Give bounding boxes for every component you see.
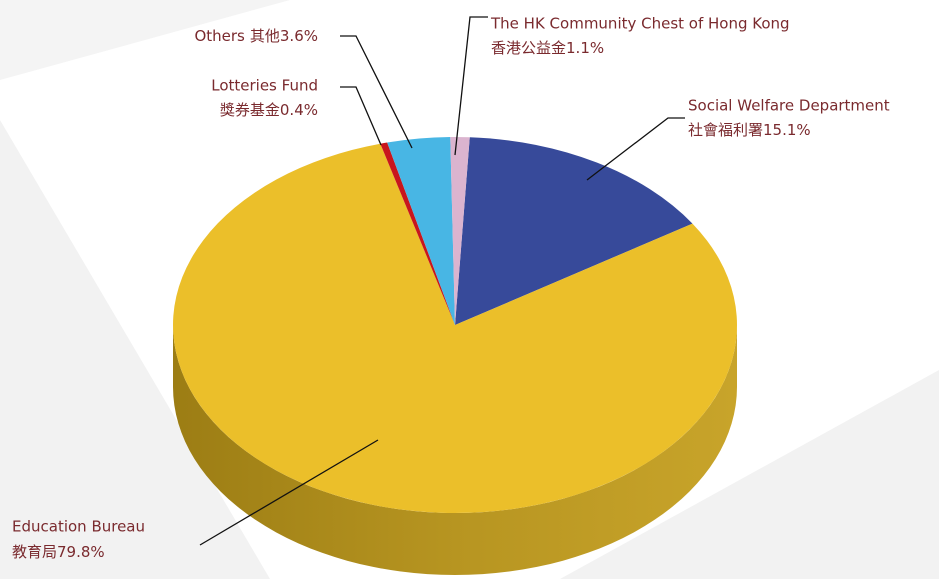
category-name-zh: 教育局 — [12, 543, 57, 561]
slice-label: Others 其他3.6% — [194, 27, 318, 45]
pie-slice — [380, 142, 455, 325]
background-shape — [560, 370, 939, 579]
category-name: Lotteries Fund — [211, 77, 318, 95]
category-name-zh: 獎券基金 — [220, 101, 280, 119]
category-name-zh: 香港公益金 — [491, 39, 566, 57]
value-label: 15.1% — [763, 121, 811, 139]
slice-label: 香港公益金1.1% — [491, 39, 604, 57]
category-name-zh: 其他 — [250, 27, 280, 45]
category-name: Others — [194, 27, 245, 45]
pie-slice — [173, 143, 738, 513]
value-label: 79.8% — [57, 543, 105, 561]
slice-label: 教育局79.8% — [12, 543, 105, 561]
value-label: 1.1% — [566, 39, 604, 57]
leader-line — [340, 35, 413, 149]
category-name: The HK Community Chest of Hong Kong — [490, 15, 790, 33]
pie-side — [173, 325, 737, 575]
leader-line — [454, 16, 488, 156]
value-label: 0.4% — [280, 101, 318, 119]
category-name: Social Welfare Department — [688, 97, 890, 115]
category-name: Education Bureau — [12, 518, 145, 536]
slice-label: 獎券基金0.4% — [220, 101, 318, 119]
category-name-zh: 社會福利署 — [688, 121, 763, 139]
leader-line — [586, 117, 685, 181]
pie-slice — [387, 137, 455, 325]
pie-slice — [450, 136, 470, 325]
value-label: 3.6% — [280, 27, 318, 45]
labels: Social Welfare Department 社會福利署15.1% Educa… — [12, 15, 890, 561]
leader-line — [199, 439, 379, 546]
pie — [173, 136, 738, 575]
background-shape — [0, 0, 290, 80]
leader-line — [340, 86, 382, 146]
slice-label: 社會福利署15.1% — [688, 121, 811, 139]
pie-slice — [455, 137, 693, 325]
